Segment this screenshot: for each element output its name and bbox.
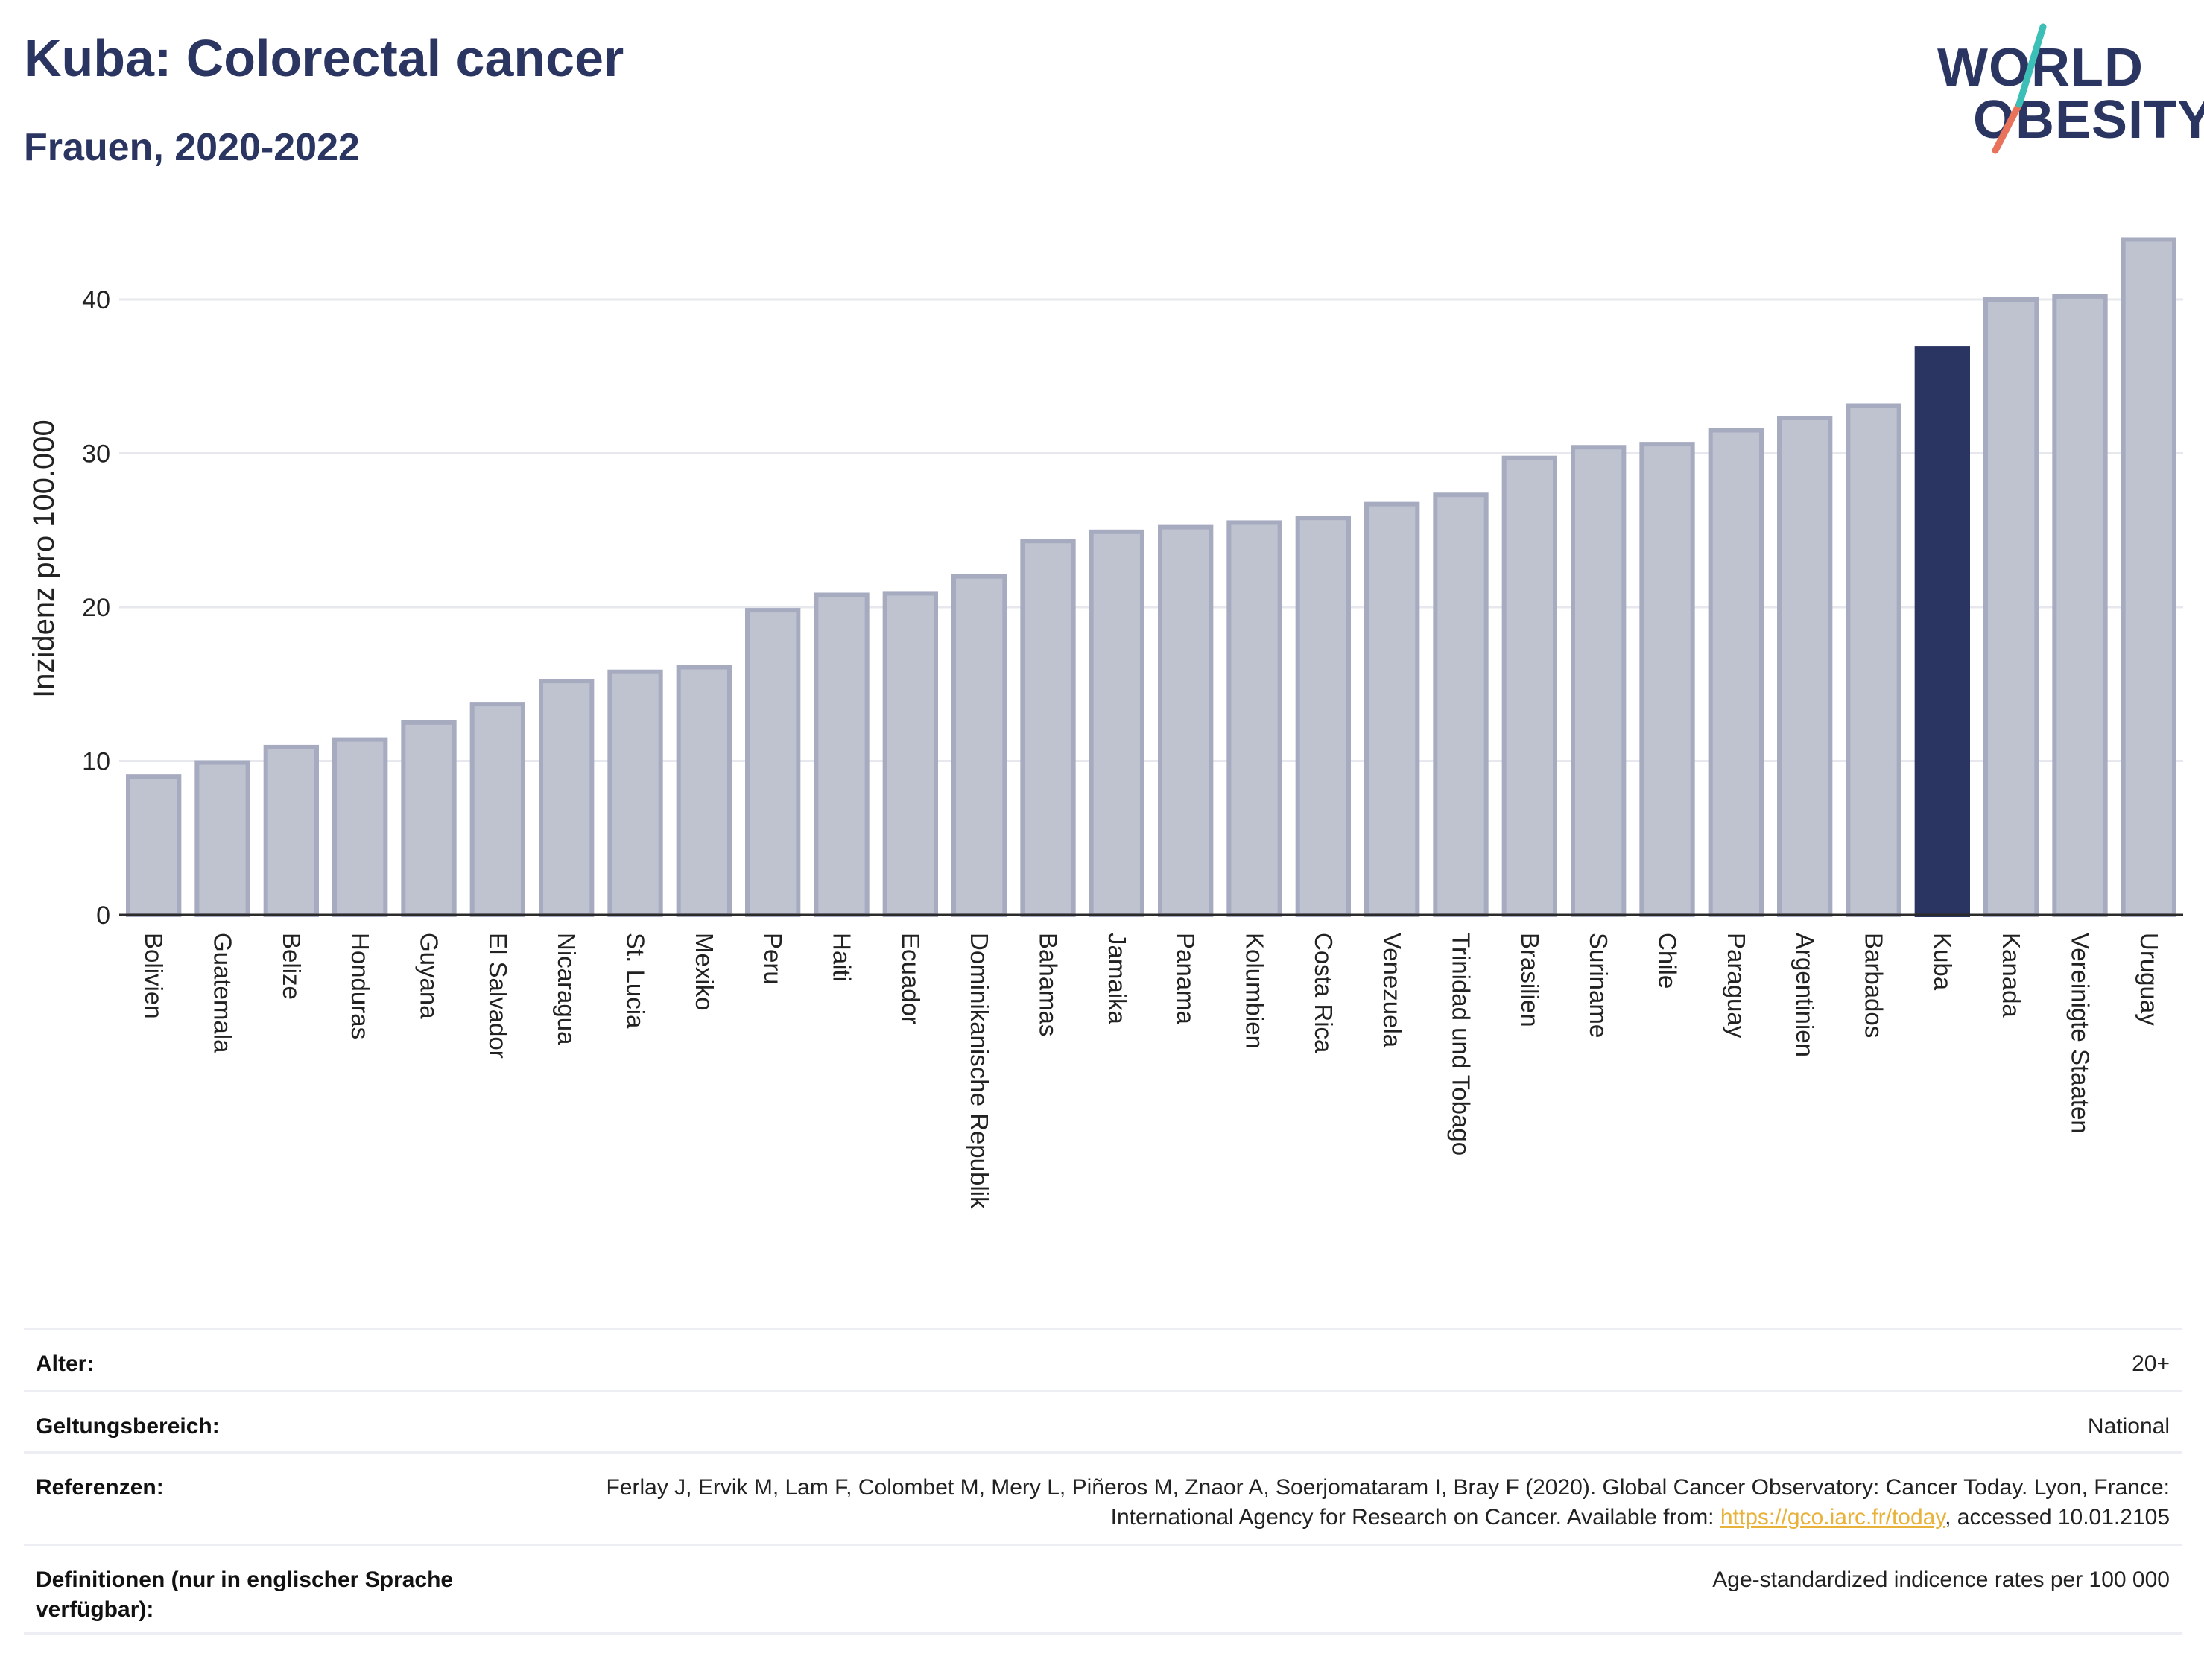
bar-kanada [1983,297,2039,917]
meta-row-definitions: Definitionen (nur in englischer Sprache … [24,1544,2182,1635]
bars [126,237,2176,918]
bar-jamaika [1089,529,1144,917]
x-tick-label: Kanada [1998,933,2025,1018]
references-label: Referenzen: [36,1475,164,1500]
x-tick-label: Brasilien [1516,933,1544,1027]
x-tick-label: Ecuador [897,933,925,1024]
y-tick-label: 0 [96,901,110,930]
bar-el-salvador [469,702,525,917]
bar-costa-rica [1295,516,1351,917]
x-tick-label: Haiti [829,933,856,982]
bar-guyana [401,720,457,917]
bar-suriname [1571,445,1627,917]
x-tick-label: Guyana [416,933,443,1019]
bar-bolivien [126,774,182,918]
y-tick-label: 30 [82,440,110,469]
bar-dominikanische-republik [951,574,1007,917]
meta-row-age: Alter: 20+ [24,1328,2182,1390]
x-tick-label: Peru [759,933,787,985]
bar-guatemala [194,760,250,917]
grid-lines [119,298,2183,762]
definitions-value: Age-standardized indicence rates per 100… [1712,1568,2170,1592]
x-tick-label: Barbados [1861,933,1888,1038]
world-obesity-logo: WORLD OBESITY [1937,22,2204,164]
bar-chile [1639,442,1695,917]
scope-value: National [2087,1414,2170,1439]
bar-venezuela [1364,501,1420,917]
bar-uruguay [2121,237,2176,917]
x-tick-label: Paraguay [1723,933,1750,1039]
bar-st-lucia [607,669,663,917]
references-text: Ferlay J, Ervik M, Lam F, Colombet M, Me… [606,1475,2170,1530]
y-tick-label: 20 [82,594,110,622]
bar-belize [263,744,319,917]
definitions-label: Definitionen (nur in englischer Sprache … [36,1568,454,1622]
x-tick-label: Panama [1172,933,1200,1025]
x-tick-label: El Salvador [484,933,512,1059]
bar-mexiko [676,665,732,917]
bar-nicaragua [539,679,595,917]
x-tick-label: Uruguay [2135,933,2163,1026]
x-tick-label: St. Lucia [622,933,650,1029]
y-tick-label: 10 [82,748,110,776]
scope-label: Geltungsbereich: [36,1414,220,1439]
references-link[interactable]: https://gco.iarc.fr/today [1720,1505,1945,1530]
bar-paraguay [1708,428,1764,917]
logo-slash-icon [1992,23,2047,154]
y-tick-label: 40 [82,286,110,314]
x-tick-label: Bahamas [1035,933,1063,1036]
x-tick-label: Chile [1654,933,1682,989]
metadata-table: Alter: 20+ Geltungsbereich: National Ref… [24,1328,2182,1635]
bar-ecuador [882,591,938,917]
age-value: 20+ [2132,1351,2170,1376]
bar-panama [1158,524,1214,917]
bar-kuba [1914,346,1970,917]
references-accessed: , accessed 10.01.2105 [1945,1505,2170,1530]
x-tick-label: Kuba [1929,933,1957,991]
x-tick-label: Honduras [346,933,374,1039]
bar-barbados [1846,403,1901,917]
x-tick-label: Guatemala [209,933,237,1053]
bar-trinidad-und-tobago [1433,492,1489,917]
bar-honduras [332,737,388,918]
meta-row-references: Referenzen: Ferlay J, Ervik M, Lam F, Co… [24,1451,2182,1544]
x-tick-label: Suriname [1585,933,1612,1038]
x-tick-label: Dominikanische Republik [966,933,993,1209]
chart-subtitle: Frauen, 2020-2022 [24,126,360,169]
bar-kolumbien [1226,520,1282,917]
references-value: Ferlay J, Ervik M, Lam F, Colombet M, Me… [605,1473,2170,1532]
bar-haiti [814,592,870,917]
bar-bahamas [1020,539,1076,918]
bar-chart: 0 10 20 30 40 Bolivien Guatemala Belize Honduras… [28,237,2183,1209]
chart-title: Kuba: Colorectal cancer [24,29,624,87]
y-axis-label: Inzidenz pro 100.000 [28,419,60,698]
x-tick-label: Trinidad und Tobago [1448,933,1475,1156]
meta-row-scope: Geltungsbereich: National [24,1390,2182,1451]
axes: 0 10 20 30 40 Bolivien Guatemala Belize Honduras… [82,286,2183,1209]
x-tick-label: Bolivien [140,933,168,1019]
x-tick-label: Vereinigte Staaten [2067,933,2094,1134]
x-tick-label: Belize [278,933,305,1000]
x-tick-label: Nicaragua [553,933,580,1045]
bar-peru [745,608,801,917]
x-tick-label: Costa Rica [1310,933,1337,1053]
x-tick-label: Mexiko [691,933,718,1011]
bar-vereinigte-staaten [2052,294,2108,917]
x-tick-label: Kolumbien [1241,933,1269,1049]
x-tick-label: Argentinien [1791,933,1819,1057]
age-label: Alter: [36,1351,95,1376]
bar-brasilien [1501,455,1557,917]
x-tick-label: Jamaika [1103,933,1131,1025]
x-tick-label: Venezuela [1378,933,1406,1048]
bar-argentinien [1777,416,1833,917]
